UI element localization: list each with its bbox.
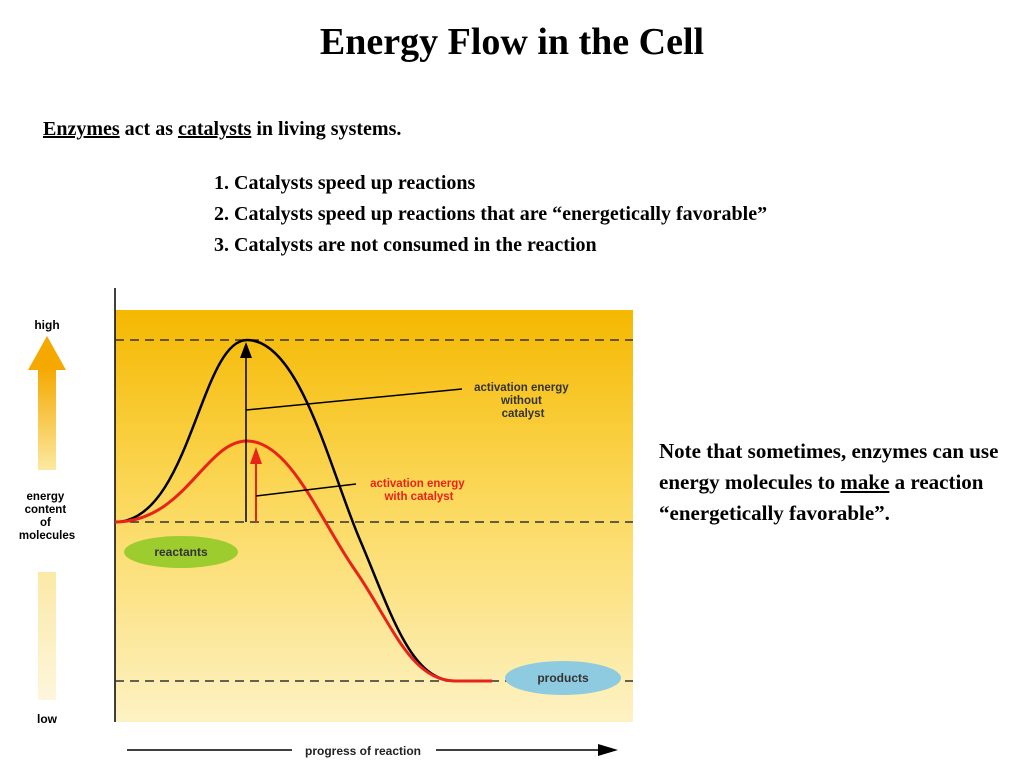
reactants-oval bbox=[124, 536, 238, 568]
label-line: activation energy bbox=[370, 478, 465, 490]
y-axis-low-label: low bbox=[37, 712, 58, 726]
label-line: catalyst bbox=[502, 408, 545, 420]
label-line: without bbox=[500, 395, 542, 407]
enzymes-word: Enzymes bbox=[43, 118, 120, 140]
activation-arrow-with-catalyst bbox=[250, 447, 262, 522]
y-axis-label: energy content of molecules bbox=[19, 491, 75, 542]
leader-line-with-catalyst bbox=[255, 483, 357, 497]
label-activation-without-catalyst: activation energy without catalyst bbox=[474, 382, 572, 420]
y-axis-label-line: content bbox=[25, 504, 67, 516]
leader-line-without-catalyst bbox=[245, 388, 463, 411]
intro-text-2: in living systems. bbox=[251, 118, 402, 140]
catalyzed-reaction-curve bbox=[114, 439, 492, 683]
intro-sentence: Enzymes act as catalysts in living syste… bbox=[43, 118, 401, 141]
y-axis-high-label: high bbox=[34, 318, 59, 332]
plot-background bbox=[115, 310, 633, 722]
label-line: activation energy bbox=[474, 382, 569, 394]
label-activation-with-catalyst: activation energy with catalyst bbox=[370, 478, 468, 503]
point-1: 1. Catalysts speed up reactions bbox=[214, 172, 476, 194]
y-axis-low-bar bbox=[38, 572, 56, 700]
y-axis-label-line: of bbox=[40, 517, 51, 529]
slide-title: Energy Flow in the Cell bbox=[319, 21, 705, 63]
x-axis-arrow-right-segment bbox=[436, 744, 618, 756]
note-part-1: Note that sometimes, enzymes can use ene… bbox=[659, 439, 999, 494]
note-make-word: make bbox=[840, 470, 890, 494]
label-line: with catalyst bbox=[383, 491, 453, 503]
uncatalyzed-reaction-curve bbox=[114, 338, 470, 683]
y-axis-high-arrow bbox=[28, 336, 66, 470]
note-part-2: a reaction “energetically favorable”. bbox=[659, 470, 984, 525]
side-note: Note that sometimes, enzymes can use ene… bbox=[659, 436, 1009, 529]
catalyst-points-list: 1. Catalysts speed up reactions 2. Catal… bbox=[214, 168, 767, 261]
activation-arrow-without-catalyst bbox=[240, 342, 252, 522]
reactants-label: reactants bbox=[154, 545, 208, 559]
point-3: 3. Catalysts are not consumed in the rea… bbox=[214, 234, 597, 256]
products-label: products bbox=[537, 671, 589, 685]
intro-text-1: act as bbox=[119, 118, 178, 140]
x-axis-label: progress of reaction bbox=[305, 744, 421, 758]
y-axis-label-line: energy bbox=[27, 491, 65, 503]
catalysts-word: catalysts bbox=[178, 118, 252, 140]
point-2: 2. Catalysts speed up reactions that are… bbox=[214, 203, 768, 225]
y-axis-label-line: molecules bbox=[19, 530, 75, 542]
products-oval bbox=[505, 661, 621, 695]
